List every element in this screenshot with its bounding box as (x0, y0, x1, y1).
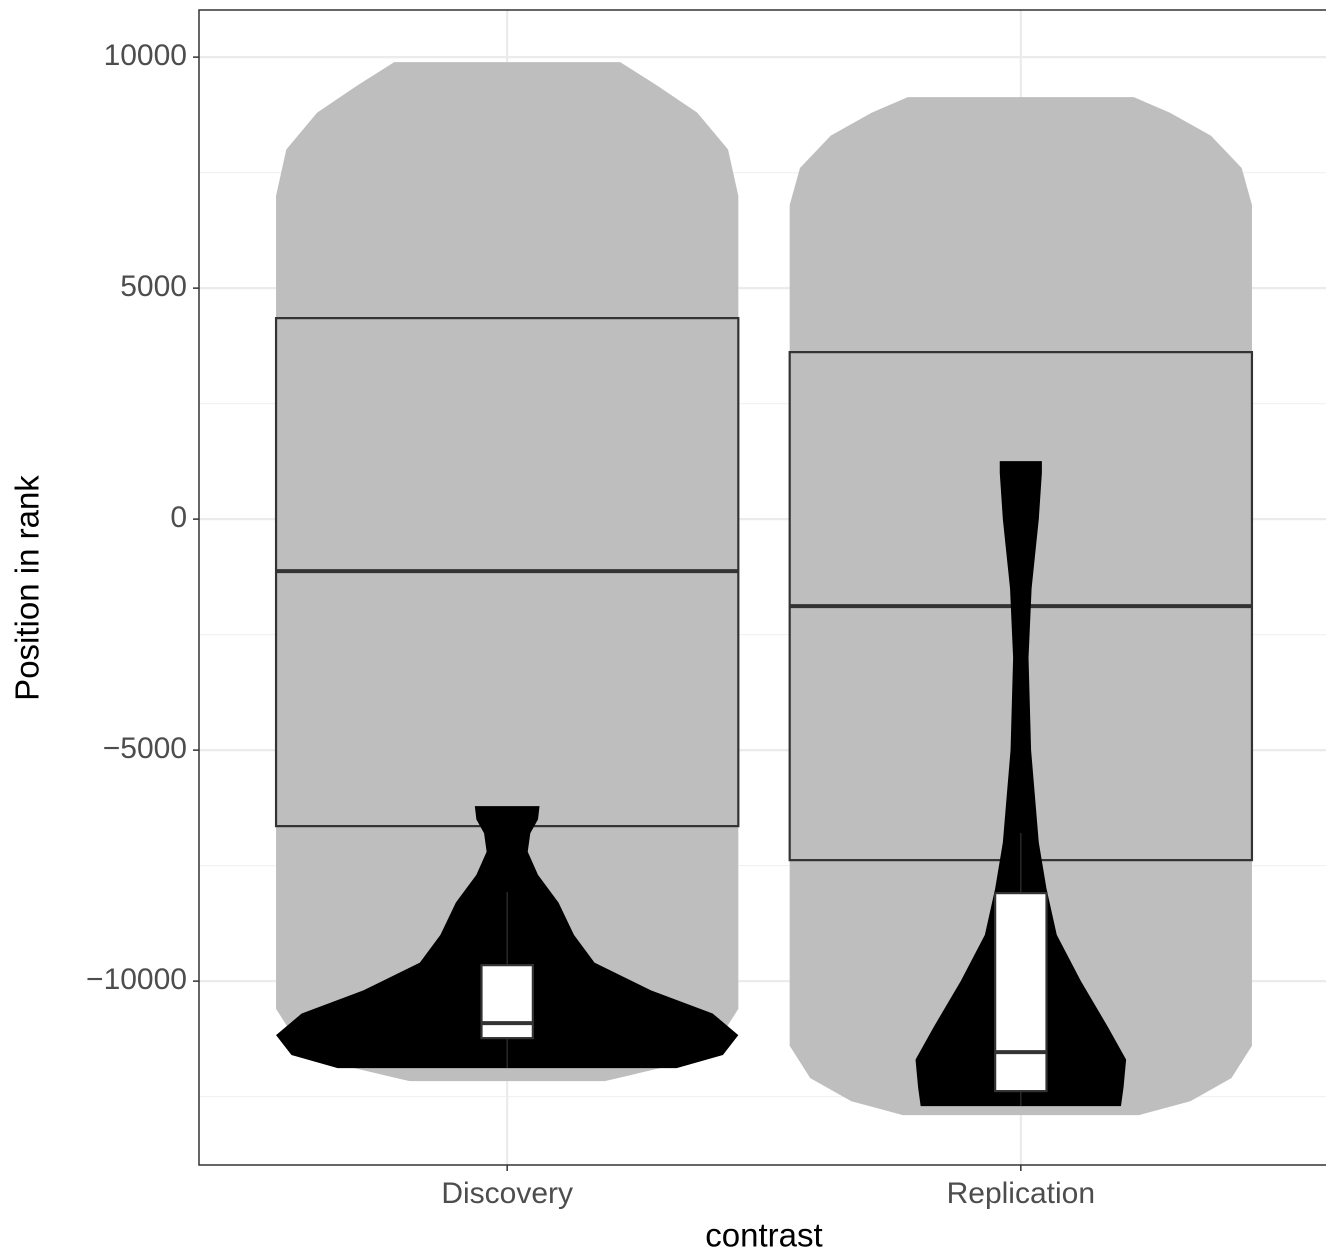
violin (915, 461, 1127, 1107)
y-tick-label: 5000 (120, 270, 187, 303)
x-tick-label: Discovery (441, 1177, 573, 1210)
panel-border (198, 9, 1326, 1166)
box (480, 964, 534, 1040)
y-tick-label: −5000 (103, 732, 187, 765)
y-tick-label: 10000 (104, 39, 187, 72)
y-axis-title: Position in rank (9, 475, 46, 701)
y-tick-label: −10000 (86, 963, 187, 996)
x-tick-label: Replication (947, 1177, 1095, 1210)
box (994, 892, 1048, 1093)
x-axis-title: contrast (705, 1217, 822, 1254)
y-tick-label: 0 (170, 501, 187, 534)
